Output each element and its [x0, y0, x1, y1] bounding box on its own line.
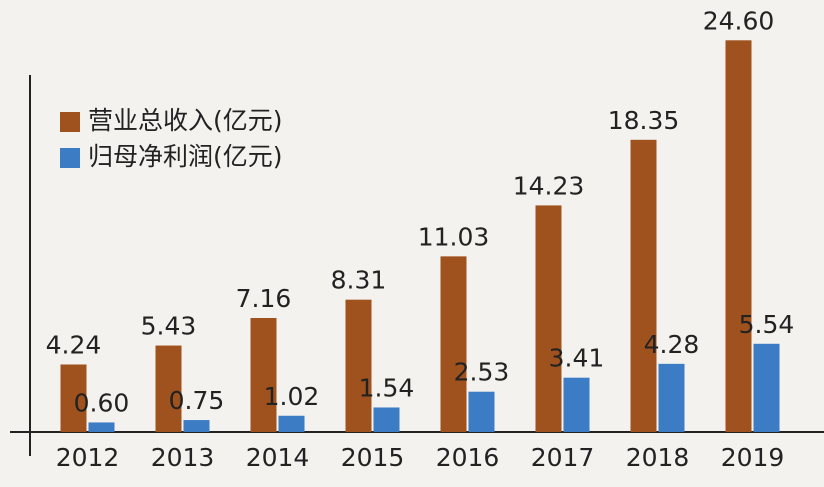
- value-label: 11.03: [418, 222, 490, 251]
- x-tick-label: 2018: [626, 443, 690, 472]
- x-tick-label: 2017: [531, 443, 595, 472]
- value-label: 3.41: [549, 344, 605, 373]
- value-label: 0.60: [74, 388, 130, 417]
- value-label: 5.43: [141, 312, 197, 341]
- x-tick-label: 2014: [246, 443, 310, 472]
- x-tick-label: 2019: [721, 443, 785, 472]
- bar: [250, 317, 277, 432]
- bar: [563, 377, 590, 432]
- bar: [658, 363, 685, 432]
- x-tick-label: 2013: [151, 443, 215, 472]
- value-label: 2.53: [454, 358, 510, 387]
- legend-swatch: [60, 112, 80, 132]
- value-label: 18.35: [608, 106, 680, 135]
- value-label: 5.54: [739, 310, 795, 339]
- bar: [630, 139, 657, 433]
- x-tick-label: 2016: [436, 443, 500, 472]
- bar: [753, 343, 780, 432]
- bar: [468, 391, 495, 432]
- value-label: 24.60: [703, 6, 775, 35]
- value-label: 4.24: [46, 330, 102, 359]
- x-tick-label: 2015: [341, 443, 405, 472]
- bar: [88, 422, 115, 432]
- bar: [183, 420, 210, 432]
- bar: [725, 40, 752, 433]
- bar: [345, 299, 372, 432]
- value-label: 1.54: [359, 373, 415, 402]
- legend-swatch: [60, 148, 80, 168]
- legend-label: 营业总收入(亿元): [88, 106, 283, 135]
- bar: [535, 205, 562, 432]
- bar: [278, 415, 305, 432]
- bar: [155, 345, 182, 432]
- value-label: 8.31: [331, 266, 387, 295]
- value-label: 14.23: [513, 171, 585, 200]
- value-label: 7.16: [236, 284, 292, 313]
- value-label: 1.02: [264, 382, 320, 411]
- bar: [373, 407, 400, 432]
- value-label: 0.75: [169, 386, 225, 415]
- value-label: 4.28: [644, 330, 700, 359]
- bar: [60, 364, 87, 432]
- x-tick-label: 2012: [56, 443, 120, 472]
- bar: [440, 256, 467, 432]
- legend-label: 归母净利润(亿元): [88, 142, 283, 171]
